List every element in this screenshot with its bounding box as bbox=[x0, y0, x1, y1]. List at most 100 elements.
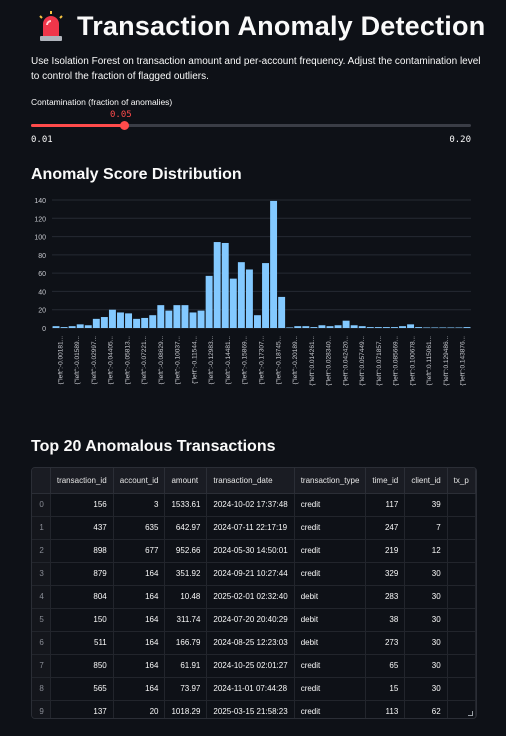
bar bbox=[294, 326, 302, 328]
table-row[interactable]: 5 150 164 311.74 2024-07-20 20:40:29 debit 38 3… bbox=[32, 608, 476, 632]
column-header[interactable]: transaction_date bbox=[206, 468, 295, 494]
table-cell: credit bbox=[294, 562, 367, 586]
table-row[interactable]: 3 879 164 351.92 2024-09-21 10:27:44 credit 32… bbox=[32, 562, 476, 586]
bar bbox=[431, 327, 439, 328]
x-tick-label: {"left":-0.18745... bbox=[275, 336, 282, 385]
table-row[interactable]: 9 137 20 1018.29 2025-03-15 21:58:23 credit 11… bbox=[32, 700, 476, 718]
table-cell: 7 bbox=[32, 654, 51, 678]
bar bbox=[149, 315, 157, 328]
table-cell: 2025-02-01 02:32:40 bbox=[206, 585, 295, 609]
bar bbox=[358, 326, 366, 328]
table-cell: 164 bbox=[113, 654, 166, 678]
table-cell: 219 bbox=[365, 539, 406, 563]
bar bbox=[390, 327, 398, 328]
column-header[interactable]: time_id bbox=[365, 468, 406, 494]
bar bbox=[342, 320, 350, 328]
column-header[interactable]: tx_p bbox=[447, 468, 476, 494]
table-cell: 5 bbox=[32, 608, 51, 632]
table-cell: debit bbox=[294, 631, 367, 655]
bar bbox=[108, 309, 116, 328]
table-cell: 137 bbox=[50, 700, 114, 718]
bar bbox=[100, 317, 108, 328]
table-cell: 1533.61 bbox=[164, 493, 208, 517]
bar bbox=[334, 325, 342, 328]
column-header[interactable]: amount bbox=[164, 468, 208, 494]
column-header[interactable]: transaction_type bbox=[294, 468, 367, 494]
table-row[interactable]: 0 156 3 1533.61 2024-10-02 17:37:48 credit 117… bbox=[32, 493, 476, 517]
bar bbox=[213, 242, 221, 328]
table-cell: 850 bbox=[50, 654, 114, 678]
x-tick-label: {"left":0.014261... bbox=[309, 336, 316, 386]
table-row[interactable]: 8 565 164 73.97 2024-11-01 07:44:28 credit 15 3… bbox=[32, 677, 476, 701]
table-cell bbox=[447, 539, 476, 563]
bar bbox=[270, 200, 278, 328]
contamination-slider[interactable] bbox=[31, 121, 471, 130]
table-cell: 283 bbox=[365, 585, 406, 609]
x-tick-label: {"left":-0.07221... bbox=[141, 336, 148, 385]
column-header[interactable]: client_id bbox=[404, 468, 448, 494]
x-tick-label: {"left":-0.02997... bbox=[91, 336, 98, 385]
table-cell: 166.79 bbox=[164, 631, 208, 655]
bar bbox=[92, 318, 100, 328]
y-tick-label: 80 bbox=[38, 253, 46, 260]
x-tick-label: {"left":0.100678... bbox=[409, 336, 416, 386]
bar bbox=[117, 312, 124, 328]
x-tick-label: {"left":-0.08629... bbox=[158, 336, 165, 385]
bar bbox=[125, 313, 133, 328]
slider-label: Contamination (fraction of anomalies) bbox=[31, 97, 173, 107]
table-cell: 164 bbox=[113, 608, 166, 632]
x-tick-label: {"left":0.085669... bbox=[393, 336, 400, 386]
page-header: Transaction Anomaly Detection bbox=[37, 10, 485, 42]
bar bbox=[189, 312, 197, 328]
table-row[interactable]: 2 898 677 952.66 2024-05-30 14:50:01 credit 21… bbox=[32, 539, 476, 563]
y-tick-label: 40 bbox=[38, 289, 46, 296]
bar bbox=[229, 278, 237, 328]
table-cell: 62 bbox=[404, 700, 448, 718]
table-header-row: transaction_id account_id amount transactio… bbox=[32, 468, 476, 494]
bar bbox=[141, 317, 149, 328]
table-cell: 565 bbox=[50, 677, 114, 701]
y-tick-label: 60 bbox=[38, 271, 46, 278]
table-cell: 4 bbox=[32, 585, 51, 609]
table-row[interactable]: 1 437 635 642.97 2024-07-11 22:17:19 credit 24… bbox=[32, 516, 476, 540]
table-cell: 164 bbox=[113, 677, 166, 701]
resize-handle[interactable] bbox=[468, 711, 473, 716]
table-cell: 2024-09-21 10:27:44 bbox=[206, 562, 295, 586]
bar bbox=[133, 318, 141, 328]
bar bbox=[60, 327, 68, 328]
table-cell bbox=[447, 677, 476, 701]
table-heading: Top 20 Anomalous Transactions bbox=[31, 438, 276, 455]
table-cell: 677 bbox=[113, 539, 166, 563]
column-header[interactable] bbox=[32, 468, 51, 494]
table-cell: 6 bbox=[32, 631, 51, 655]
bar bbox=[157, 305, 165, 328]
table-cell: 642.97 bbox=[164, 516, 208, 540]
table-cell: 2024-11-01 07:44:28 bbox=[206, 677, 295, 701]
anomalies-table[interactable]: transaction_id account_id amount transactio… bbox=[31, 467, 477, 719]
table-cell: 15 bbox=[365, 677, 406, 701]
x-tick-label: {"left":-0.17307... bbox=[259, 336, 266, 385]
table-cell: credit bbox=[294, 654, 367, 678]
bar bbox=[221, 242, 229, 328]
x-tick-label: {"left":-0.10037... bbox=[175, 336, 182, 385]
table-cell: 39 bbox=[404, 493, 448, 517]
rotating-light-icon bbox=[37, 10, 65, 42]
table-cell: 150 bbox=[50, 608, 114, 632]
bar bbox=[262, 263, 269, 328]
table-cell: debit bbox=[294, 608, 367, 632]
table-row[interactable]: 7 850 164 61.91 2024-10-25 02:01:27 credit 65 3… bbox=[32, 654, 476, 678]
table-cell: 898 bbox=[50, 539, 114, 563]
bar bbox=[205, 275, 213, 328]
x-tick-label: {"left":-0.04405... bbox=[108, 336, 115, 385]
y-tick-label: 140 bbox=[34, 198, 46, 205]
bar bbox=[76, 324, 84, 328]
x-tick-label: {"left":0.115061... bbox=[426, 336, 433, 386]
column-header[interactable]: account_id bbox=[113, 468, 166, 494]
table-row[interactable]: 6 511 164 166.79 2024-08-25 12:23:03 debit 273… bbox=[32, 631, 476, 655]
table-row[interactable]: 4 804 164 10.48 2025-02-01 02:32:40 debit 283 3… bbox=[32, 585, 476, 609]
column-header[interactable]: transaction_id bbox=[50, 468, 114, 494]
table-cell: 10.48 bbox=[164, 585, 208, 609]
bar bbox=[350, 325, 358, 328]
table-cell: 2024-10-02 17:37:48 bbox=[206, 493, 295, 517]
slider-thumb[interactable] bbox=[119, 121, 129, 130]
